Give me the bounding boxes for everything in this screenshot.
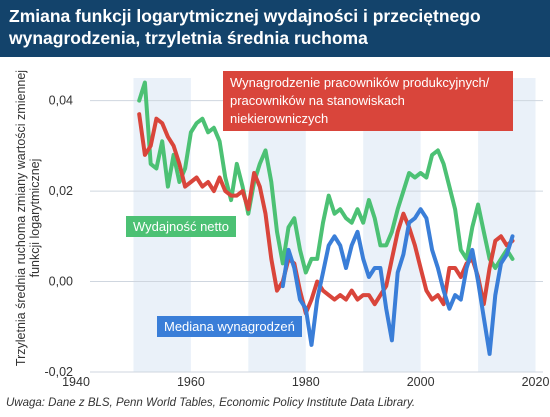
y-axis-label: Trzyletnia średnia ruchoma zmiany wartoś… xyxy=(14,69,42,367)
productivity-line xyxy=(137,80,515,275)
median-wage-line xyxy=(280,207,515,356)
chart-title: Zmiana funkcji logarytmicznej wydajności… xyxy=(9,6,481,48)
x-tick-label: 1940 xyxy=(62,375,90,389)
legend-median: Mediana wynagrodzeń xyxy=(157,316,302,337)
compensation-line xyxy=(137,112,515,316)
x-tick-label: 1980 xyxy=(292,375,320,389)
legend-productivity: Wydajność netto xyxy=(126,216,236,237)
y-tick-label: 0,00 xyxy=(49,275,73,289)
title-banner xyxy=(0,0,550,57)
x-tick-label: 2020 xyxy=(522,375,550,389)
x-tick-label: 2000 xyxy=(407,375,435,389)
y-tick-label: 0,04 xyxy=(49,94,73,108)
source-note: Uwaga: Dane z BLS, Penn World Tables, Ec… xyxy=(6,397,416,409)
legend-compensation: Wynagrodzenie pracowników produkcyjnych/… xyxy=(223,71,513,131)
y-tick-label: -0,02 xyxy=(45,365,74,379)
x-tick-label: 1960 xyxy=(177,375,205,389)
y-tick-label: 0,02 xyxy=(49,184,73,198)
